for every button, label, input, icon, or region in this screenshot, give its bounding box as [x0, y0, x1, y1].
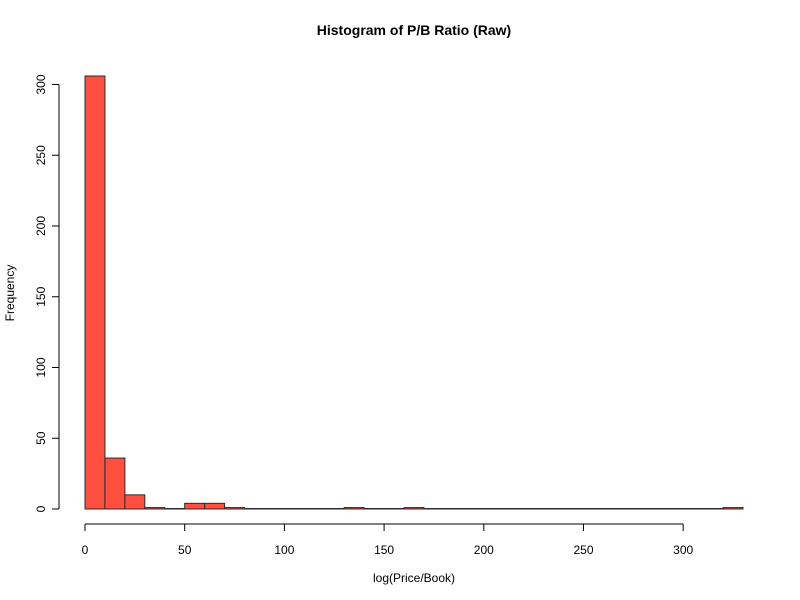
histogram-bar [383, 508, 405, 510]
histogram-bar [423, 508, 445, 510]
histogram-bar [642, 508, 664, 510]
y-tick-label: 250 [34, 145, 48, 165]
histogram-bar [702, 508, 724, 510]
x-axis: 0 50 100 150 200 250 300 [82, 523, 694, 557]
histogram-bar [463, 508, 485, 510]
histogram-bar [722, 507, 744, 510]
histogram-bar [582, 508, 604, 510]
histogram-bar [283, 508, 305, 510]
x-tick-label: 300 [673, 543, 693, 557]
histogram-bar [682, 508, 704, 510]
histogram-bar [104, 457, 126, 510]
x-axis-label: log(Price/Book) [373, 571, 455, 585]
histogram-bar [224, 507, 246, 510]
y-tick-label: 200 [34, 216, 48, 236]
histogram-bar [144, 507, 166, 510]
histogram-bar [343, 507, 365, 510]
y-tick-label: 150 [34, 286, 48, 306]
histogram-bar [622, 508, 644, 510]
y-axis: 0 50 100 150 200 250 300 [34, 74, 60, 512]
chart-title: Histogram of P/B Ratio (Raw) [317, 22, 511, 38]
x-tick-label: 100 [274, 543, 294, 557]
y-tick-label: 100 [34, 357, 48, 377]
x-tick-label: 250 [573, 543, 593, 557]
histogram-bar [244, 508, 265, 510]
x-tick-label: 150 [374, 543, 394, 557]
histogram-bar [204, 502, 226, 510]
histogram-bar [443, 508, 465, 510]
x-tick-label: 0 [82, 543, 89, 557]
histogram-bar [662, 508, 684, 510]
histogram-bar [563, 508, 584, 510]
histogram-bar [124, 494, 146, 510]
histogram-bar [84, 75, 106, 510]
y-tick-label: 0 [34, 505, 48, 512]
histogram-bar [483, 508, 505, 510]
histogram-bar [164, 508, 186, 510]
histogram-bar [263, 508, 285, 510]
histogram-bar [184, 502, 206, 510]
histogram-bar [403, 507, 425, 510]
histogram-bar [323, 508, 345, 510]
y-axis-label: Frequency [3, 265, 17, 322]
histogram-bar [523, 508, 545, 510]
histogram-bar [503, 508, 525, 510]
histogram-bar [543, 508, 565, 510]
y-tick-label: 300 [34, 74, 48, 94]
histogram-bar [363, 508, 385, 510]
histogram-bar [602, 508, 624, 510]
y-tick-label: 50 [34, 431, 48, 445]
bars-group [84, 75, 744, 510]
histogram-bar [303, 508, 325, 510]
x-tick-label: 50 [178, 543, 192, 557]
x-tick-label: 200 [474, 543, 494, 557]
